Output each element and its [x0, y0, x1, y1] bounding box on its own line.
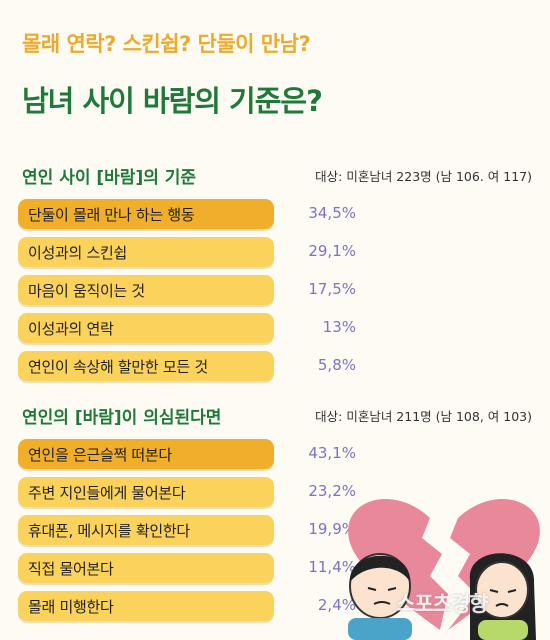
- woman-figure-icon: [469, 553, 536, 640]
- chart-2-row: 연인을 은근슬쩍 떠본다 43,1%: [18, 439, 538, 469]
- chart-1-row: 연인이 속상해 할만한 모든 것 5,8%: [18, 351, 538, 381]
- broken-heart-couple-illustration: [348, 499, 540, 640]
- chart-2-value-label: 11,4%: [308, 558, 356, 576]
- chart-2-title: 연인의 [바람]이 의심된다면: [22, 408, 222, 428]
- chart-2-bar: 휴대폰, 메시지를 확인한다: [18, 515, 274, 545]
- watermark-logo: 스포츠경향: [396, 592, 489, 616]
- chart-1-row: 이성과의 연락 13%: [18, 313, 538, 343]
- chart-1-row: 단둘이 몰래 만나 하는 행동 34,5%: [18, 199, 538, 229]
- chart-2-value-label: 23,2%: [308, 482, 356, 500]
- chart-2-note: 대상: 미혼남녀 211명 (남 108, 여 103): [315, 409, 532, 424]
- chart-1-value-label: 29,1%: [308, 242, 356, 260]
- chart-2-row: 주변 지인들에게 물어본다 23,2%: [18, 477, 538, 507]
- chart-1-row: 마음이 움직이는 것 17,5%: [18, 275, 538, 305]
- chart-1-value-label: 5,8%: [317, 356, 356, 374]
- chart-1-category-label: 단둘이 몰래 만나 하는 행동: [28, 206, 195, 224]
- chart-1-note: 대상: 미혼남녀 223명 (남 106. 여 117): [315, 169, 532, 184]
- chart-1-title: 연인 사이 [바람]의 기준: [22, 168, 197, 188]
- page-title: 남녀 사이 바람의 기준은?: [22, 84, 323, 118]
- chart-1-value-label: 13%: [322, 318, 356, 336]
- chart-1-category-label: 이성과의 스킨쉽: [28, 244, 127, 262]
- chart-2-value-label: 43,1%: [308, 444, 356, 462]
- chart-2-category-label: 휴대폰, 메시지를 확인한다: [28, 522, 190, 540]
- chart-1-bar: 이성과의 스킨쉽: [18, 237, 274, 267]
- chart-2-bar: 몰래 미행한다: [18, 591, 274, 621]
- chart-2-bar: 연인을 은근슬쩍 떠본다: [18, 439, 274, 469]
- chart-1-value-label: 34,5%: [308, 204, 356, 222]
- chart-2-value-label: 19,9%: [308, 520, 356, 538]
- chart-2-bar: 주변 지인들에게 물어본다: [18, 477, 274, 507]
- chart-1-category-label: 이성과의 연락: [28, 320, 114, 338]
- chart-1-bar: 마음이 움직이는 것: [18, 275, 274, 305]
- chart-2-category-label: 직접 물어본다: [28, 560, 114, 578]
- chart-2-row: 휴대폰, 메시지를 확인한다 19,9%: [18, 515, 538, 545]
- chart-1-bar: 이성과의 연락: [18, 313, 274, 343]
- chart-2-row: 직접 물어본다 11,4%: [18, 553, 538, 583]
- chart-1-category-label: 연인이 속상해 할만한 모든 것: [28, 358, 208, 376]
- chart-2-value-label: 2,4%: [317, 596, 356, 614]
- chart-1-value-label: 17,5%: [308, 280, 356, 298]
- man-figure-icon: [348, 553, 412, 640]
- chart-2-category-label: 몰래 미행한다: [28, 598, 114, 616]
- chart-1-row: 이성과의 스킨쉽 29,1%: [18, 237, 538, 267]
- chart-1-bar: 단둘이 몰래 만나 하는 행동: [18, 199, 274, 229]
- chart-2-row: 몰래 미행한다 2,4%: [18, 591, 538, 621]
- chart-2-category-label: 연인을 은근슬쩍 떠본다: [28, 446, 172, 464]
- chart-2-category-label: 주변 지인들에게 물어본다: [28, 484, 186, 502]
- chart-1-category-label: 마음이 움직이는 것: [28, 282, 145, 300]
- subtitle: 몰래 연락? 스킨쉽? 단둘이 만남?: [22, 32, 311, 56]
- chart-1-bar: 연인이 속상해 할만한 모든 것: [18, 351, 274, 381]
- chart-2-bar: 직접 물어본다: [18, 553, 274, 583]
